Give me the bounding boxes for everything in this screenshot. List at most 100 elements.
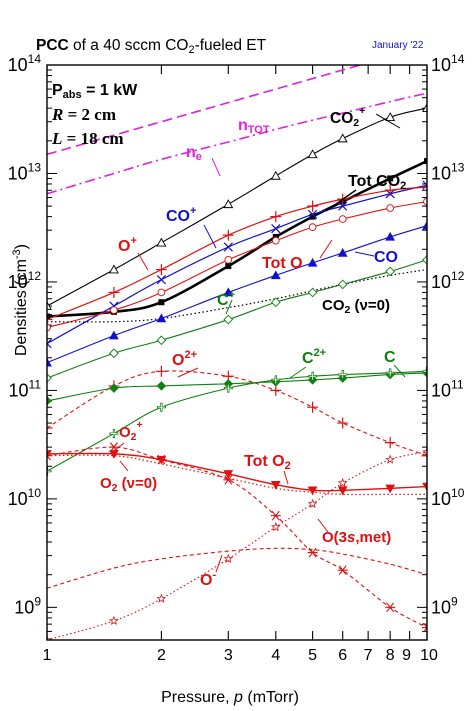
series-annotations: CO2+ nTOT ne Tot CO2 CO+ O+ Tot O CO C+ … bbox=[100, 105, 406, 589]
marker-co2 bbox=[108, 264, 119, 274]
marker-tot-o2 bbox=[270, 480, 281, 490]
marker-c bbox=[272, 376, 280, 384]
marker-c bbox=[386, 369, 394, 377]
marker-o bbox=[223, 553, 234, 563]
marker-c bbox=[270, 297, 281, 308]
series-line-ne bbox=[47, 92, 427, 195]
marker-c bbox=[223, 314, 234, 325]
marker-o bbox=[422, 446, 427, 457]
marker-tot-o bbox=[47, 323, 51, 332]
marker-co2 bbox=[47, 300, 52, 310]
plot-frame bbox=[46, 64, 428, 641]
marker-c bbox=[47, 373, 52, 383]
marker-tot-o bbox=[110, 306, 118, 314]
marker-c2 bbox=[109, 383, 119, 393]
marker-co bbox=[156, 313, 167, 323]
pointer-co2-plus bbox=[375, 113, 401, 129]
label-ne: ne bbox=[186, 144, 202, 163]
pointer-o-3s-met bbox=[317, 518, 329, 533]
marker-tot-co2 bbox=[47, 313, 50, 320]
label-c: C bbox=[384, 349, 396, 366]
marker-o2-doubly-ionized-o bbox=[270, 384, 282, 396]
annotation-pointers bbox=[113, 113, 406, 573]
marker-c2 bbox=[156, 381, 167, 391]
label-o-plus: O+ bbox=[118, 235, 137, 255]
series-line-ntot bbox=[47, 65, 363, 156]
marker-co bbox=[307, 209, 318, 219]
marker-c bbox=[337, 279, 348, 290]
marker-o bbox=[156, 593, 167, 603]
marker-tot-o bbox=[308, 223, 317, 231]
marker-o bbox=[385, 454, 396, 464]
x-tick-label: 6 bbox=[338, 647, 347, 664]
label-tot-o2: Tot O2 bbox=[244, 453, 291, 472]
pointer-c-plus bbox=[225, 299, 233, 315]
label-c2-plus: C2+ bbox=[302, 347, 326, 367]
radius-text: R = 2 cm bbox=[51, 105, 116, 124]
marker-c bbox=[385, 266, 396, 277]
marker-co2 bbox=[270, 170, 281, 180]
label-tot-o: Tot O bbox=[262, 255, 303, 272]
marker-o2-doubly-ionized-o bbox=[337, 417, 349, 429]
marker-o bbox=[307, 200, 319, 212]
x-tick-label: 4 bbox=[271, 647, 280, 664]
x-tick-label: 3 bbox=[224, 647, 233, 664]
x-tick-label: 1 bbox=[43, 647, 52, 664]
marker-o2 bbox=[307, 547, 318, 558]
marker-tot-o bbox=[271, 236, 280, 245]
label-o2-v0: O2 (ν=0) bbox=[100, 475, 157, 494]
pointer-ne bbox=[211, 157, 221, 177]
marker-o bbox=[222, 229, 234, 241]
marker-tot-co2 bbox=[225, 263, 232, 270]
marker-tot-o bbox=[338, 215, 347, 223]
marker-o bbox=[421, 181, 427, 193]
marker-co bbox=[385, 231, 396, 241]
y-tick-labels-right: 109 1010 1011 1012 1013 1014 bbox=[431, 52, 465, 617]
marker-tot-o2 bbox=[385, 484, 396, 494]
label-o2-plus: O2+ bbox=[119, 419, 143, 443]
marker-c bbox=[156, 335, 167, 346]
marker-o bbox=[47, 634, 52, 640]
marker-co2 bbox=[223, 199, 234, 209]
pointer-tot-co2 bbox=[325, 189, 357, 212]
pointer-c2-plus bbox=[289, 366, 307, 379]
marker-c bbox=[423, 367, 427, 375]
pointer-o2-v0 bbox=[119, 460, 129, 472]
marker-co bbox=[307, 257, 318, 267]
marker-co2 bbox=[385, 112, 396, 122]
y-tick-label-right: 109 bbox=[431, 594, 458, 617]
marker-o2-doubly-ionized-o bbox=[384, 437, 396, 449]
marker-co bbox=[337, 247, 348, 257]
y-tick-label-left: 1013 bbox=[8, 160, 42, 183]
y-tick-label-right: 1014 bbox=[431, 52, 465, 75]
label-co2-plus: CO2+ bbox=[330, 105, 365, 129]
marker-tot-o bbox=[224, 255, 233, 264]
marker-c bbox=[47, 467, 51, 475]
y-tick-label-left: 1012 bbox=[8, 269, 42, 292]
marker-tot-co2 bbox=[387, 175, 394, 182]
marker-c bbox=[339, 371, 347, 379]
marker-co bbox=[422, 220, 427, 230]
marker-o2-doubly-ionized-o bbox=[307, 401, 319, 413]
x-tick-label: 10 bbox=[420, 647, 438, 664]
x-tick-label: 5 bbox=[308, 647, 317, 664]
x-tick-label: 9 bbox=[402, 647, 411, 664]
marker-o2 bbox=[223, 474, 234, 485]
marker-co2 bbox=[156, 237, 167, 247]
pabs-text: Pabs = 1 kW bbox=[52, 82, 138, 101]
pointer-o-plus bbox=[137, 252, 149, 271]
marker-o bbox=[155, 264, 167, 276]
y-tick-label-left: 1011 bbox=[9, 377, 42, 400]
marker-o bbox=[108, 286, 120, 298]
marker-c bbox=[307, 287, 318, 298]
y-tick-label-left: 1010 bbox=[8, 486, 42, 509]
marker-o2-doubly-ionized-o bbox=[47, 422, 53, 434]
conditions-legend: Pabs = 1 kW R = 2 cm L = 18 cm bbox=[51, 82, 138, 148]
marker-o2 bbox=[385, 602, 396, 613]
x-tick-labels: 1 2 3 4 5 6 7 8 9 10 bbox=[43, 647, 438, 664]
pointer-c bbox=[393, 364, 406, 378]
marker-o2 bbox=[337, 565, 348, 576]
pointer-o2-plus bbox=[113, 442, 125, 452]
